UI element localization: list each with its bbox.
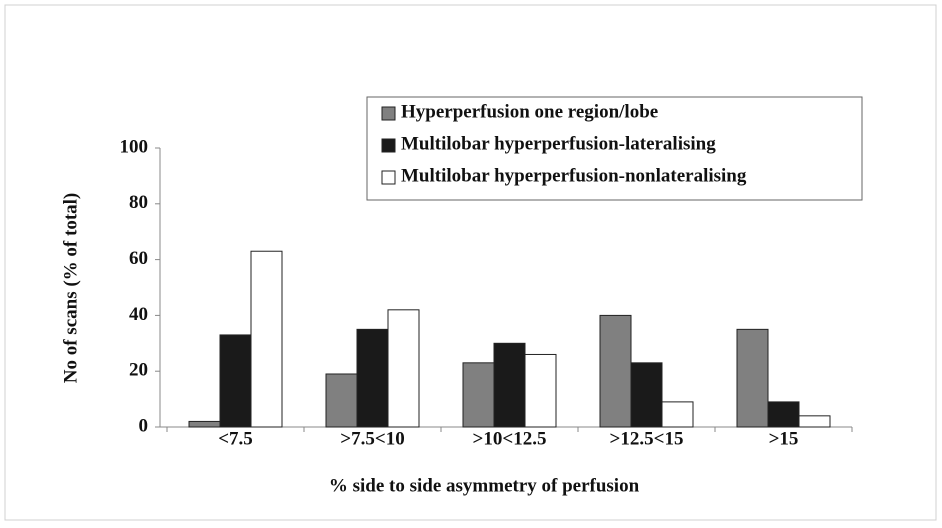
y-tick-label: 100: [120, 136, 149, 157]
legend-swatch: [381, 106, 396, 121]
legend-swatch: [381, 138, 396, 153]
x-tick-label: >15: [769, 428, 799, 449]
y-axis-label: No of scans (% of total): [60, 193, 81, 384]
legend-label: Multilobar hyperperfusion-nonlateralisin…: [401, 165, 747, 186]
y-tick-label: 20: [129, 360, 148, 381]
legend-label: Hyperperfusion one region/lobe: [401, 101, 658, 122]
x-tick-label: <7.5: [218, 428, 253, 449]
bar: [767, 401, 800, 428]
y-tick-label: 0: [139, 415, 149, 436]
x-tick-label: >10<12.5: [473, 428, 547, 449]
bar: [661, 401, 694, 428]
frame: [4, 4, 937, 521]
bar: [462, 362, 495, 428]
bar: [188, 420, 221, 428]
bar: [387, 309, 420, 428]
y-tick-label: 60: [129, 248, 148, 269]
bar: [219, 334, 252, 428]
legend-swatch: [381, 170, 396, 185]
bar: [798, 415, 831, 428]
x-tick-label: >12.5<15: [610, 428, 684, 449]
bar: [250, 250, 283, 428]
x-axis-label: % side to side asymmetry of perfusion: [329, 475, 640, 496]
y-tick-label: 40: [129, 304, 148, 325]
bar: [493, 342, 526, 428]
bar: [524, 353, 557, 428]
bar: [325, 373, 358, 428]
bar: [736, 328, 769, 428]
y-tick-label: 80: [129, 192, 148, 213]
x-tick-label: >7.5<10: [340, 428, 404, 449]
legend-box: [366, 96, 863, 201]
legend-label: Multilobar hyperperfusion-lateralising: [401, 133, 716, 154]
bar: [356, 328, 389, 428]
bar: [630, 362, 663, 428]
bar: [599, 314, 632, 428]
